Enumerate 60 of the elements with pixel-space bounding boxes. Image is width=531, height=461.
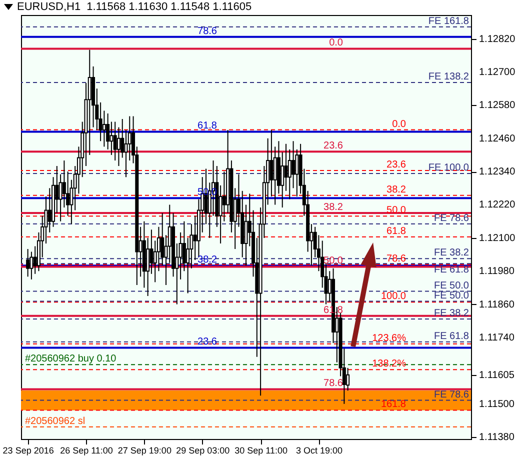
annotation: #20560962 sl bbox=[25, 416, 86, 427]
y-tick-label: 1.11740 bbox=[479, 332, 515, 344]
annotation: 100.0 bbox=[380, 291, 406, 302]
y-tick-label: 1.12100 bbox=[479, 232, 516, 244]
annotation: 23.6 bbox=[324, 140, 344, 152]
annotation: 78.6 bbox=[324, 378, 344, 390]
x-tick-label: 3 Oct 19:00 bbox=[296, 446, 342, 456]
annotation: 78.6 bbox=[386, 253, 406, 264]
y-tick-label: 1.12580 bbox=[479, 100, 516, 112]
candlestick bbox=[48, 188, 52, 233]
annotation: 38.2 bbox=[324, 202, 344, 214]
annotation: FE 38.2 bbox=[434, 248, 470, 259]
annotation: FE 161.8 bbox=[428, 16, 470, 27]
candlestick bbox=[110, 121, 114, 156]
candlestick bbox=[270, 130, 274, 197]
annotation: 0.0 bbox=[329, 38, 344, 49]
annotation: FE 50.0 bbox=[434, 290, 470, 302]
y-tick-label: 1.11380 bbox=[479, 432, 515, 444]
y-tick-label: 1.12340 bbox=[479, 166, 516, 178]
candlestick bbox=[26, 248, 30, 278]
annotation: FE 61.8 bbox=[434, 264, 470, 276]
candlestick bbox=[222, 171, 226, 222]
annotation: FE 78.6 bbox=[434, 212, 470, 224]
annotation: FE 78.6 bbox=[434, 389, 470, 400]
candlestick bbox=[284, 143, 288, 192]
annotation: FE 138.2 bbox=[428, 71, 470, 82]
annotation: FE 50.0 bbox=[434, 280, 470, 292]
annotation: 123.6% bbox=[372, 332, 406, 344]
x-tick-label: 27 Sep 19:00 bbox=[118, 446, 172, 456]
annotation: FE 61.8 bbox=[434, 330, 470, 342]
y-tick-label: 1.12700 bbox=[479, 66, 516, 78]
y-tick-label: 1.11605 bbox=[479, 370, 515, 381]
y-tick-label: 1.12820 bbox=[479, 34, 516, 45]
x-tick-label: 26 Sep 11:00 bbox=[60, 446, 113, 456]
annotation: 23.6 bbox=[386, 159, 406, 170]
annotation: 38.2 bbox=[386, 184, 406, 196]
x-tick-label: 30 Sep 11:00 bbox=[234, 446, 288, 456]
candlestick bbox=[292, 140, 296, 189]
y-tick-label: 1.12220 bbox=[479, 200, 516, 211]
annotation: 138.2% bbox=[372, 358, 406, 370]
candlestick bbox=[116, 126, 120, 167]
annotation: 161.8 bbox=[380, 399, 406, 410]
candlestick bbox=[102, 110, 106, 148]
x-tick-label: 29 Sep 03:00 bbox=[176, 446, 230, 456]
annotation: 50.0 bbox=[198, 187, 218, 198]
chart-title: EURUSD,H1 1.11568 1.11630 1.11548 1.11605 bbox=[17, 1, 252, 13]
annotation: 61.8 bbox=[386, 226, 406, 237]
annotation: 78.6 bbox=[198, 26, 218, 37]
annotation: FE 100.0 bbox=[428, 162, 470, 174]
annotation: 50.0 bbox=[324, 256, 344, 267]
y-tick-label: 1.11860 bbox=[479, 299, 515, 310]
annotation: 23.6 bbox=[198, 336, 218, 348]
y-tick-label: 1.11980 bbox=[479, 266, 515, 278]
y-tick-label: 1.12460 bbox=[479, 133, 516, 144]
x-tick-label: 23 Sep 2016 bbox=[2, 446, 54, 456]
annotation: 0.0 bbox=[392, 118, 406, 130]
annotation: #20560962 buy 0.10 bbox=[25, 354, 117, 365]
y-tick-label: 1.11500 bbox=[479, 398, 515, 410]
annotation: 38.2 bbox=[198, 254, 218, 266]
annotation: 61.8 bbox=[198, 120, 218, 132]
